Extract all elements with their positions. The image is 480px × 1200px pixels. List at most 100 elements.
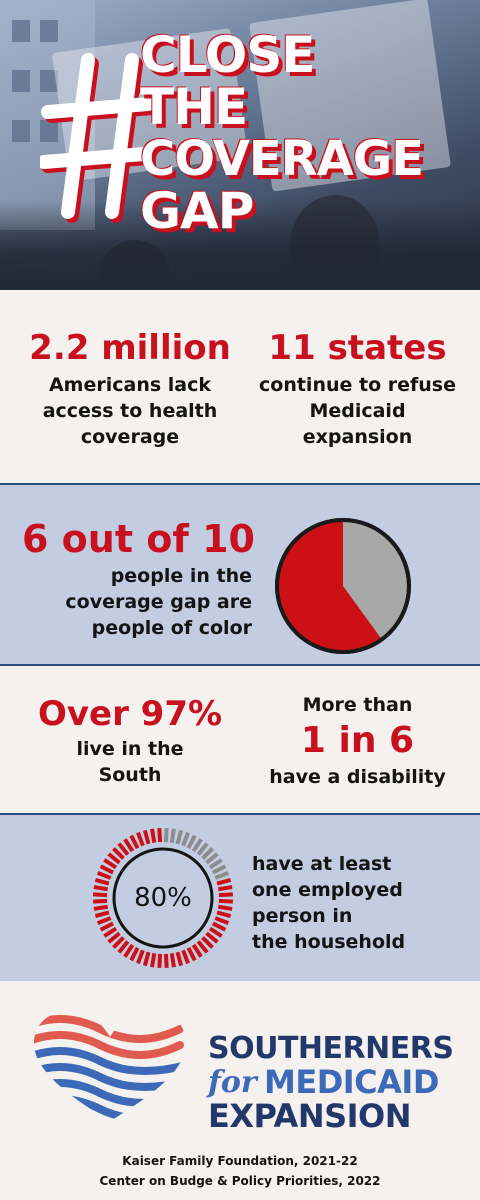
text-line: the household [252, 931, 406, 953]
disability-ratio: 1 in 6 [300, 720, 415, 761]
pie-chart [275, 518, 411, 654]
title-line-3: COVERAGE [140, 131, 424, 187]
stats-section-uninsured: 2.2 million Americans lack access to hea… [0, 290, 480, 483]
text-line: Medicaid [309, 400, 406, 422]
building-window [12, 120, 30, 142]
employment-description: have at least one employed person in the… [252, 851, 472, 955]
gauge-tick [169, 952, 176, 968]
gauge-tick [136, 949, 145, 965]
people-of-color-ratio: 6 out of 10 [22, 517, 255, 561]
gauge-tick [205, 852, 219, 865]
gauge-tick [96, 916, 112, 925]
south-description: live in the South [20, 736, 240, 788]
text-line: continue to refuse [259, 374, 456, 396]
gauge-tick [169, 828, 176, 844]
gauge-tick [175, 951, 184, 967]
gauge-tick [217, 885, 233, 892]
gauge-tick [129, 946, 140, 962]
text-line: South [98, 764, 162, 786]
gauge-tick [92, 898, 108, 904]
gauge-tick [186, 946, 197, 962]
disability-prefix: More than [302, 694, 413, 716]
gauge-tick [157, 953, 163, 969]
gauge-tick [92, 892, 108, 898]
building-window [40, 70, 58, 92]
hero-banner: CLOSE THE COVERAGE GAP [0, 0, 480, 290]
text-line: one employed [252, 879, 403, 901]
gauge-tick [157, 827, 163, 843]
people-of-color-description: people in the coverage gap are people of… [10, 563, 252, 641]
gauge-tick [117, 842, 130, 856]
text-line: person in [252, 905, 353, 927]
hashtag-icon [40, 53, 159, 223]
gauge-tick [208, 926, 223, 938]
gauge-tick [196, 940, 209, 954]
gauge-tick [191, 838, 203, 853]
stats-section-employment: 80% have at least one employed person in… [0, 813, 480, 981]
gauge-tick [191, 943, 203, 958]
gauge-tick [103, 858, 118, 870]
gauge-tick [175, 829, 184, 845]
title-line-2: THE [140, 78, 248, 136]
gauge-tick [214, 916, 230, 925]
text-line: people in the [110, 565, 252, 587]
employment-percentage: 80% [134, 883, 192, 913]
text-line: access to health [42, 400, 218, 422]
text-line: coverage [80, 426, 180, 448]
building-window [40, 20, 58, 42]
logo-heart-icon [34, 1015, 186, 1121]
gauge-tick [205, 931, 219, 944]
gauge-tick [107, 931, 121, 944]
gauge-tick [129, 834, 140, 850]
stats-section-region-disability: Over 97% live in the South More than 1 i… [0, 666, 480, 813]
pie-outline [275, 518, 411, 654]
employment-gauge [92, 827, 234, 969]
uninsured-count: 2.2 million [29, 328, 231, 368]
logo-southerners: SOUTHERNERS [208, 1031, 454, 1066]
gauge-tick [150, 952, 157, 968]
gauge-tick [94, 910, 110, 919]
text-line: people of color [91, 617, 252, 639]
gauge-tick [107, 852, 121, 865]
gauge-tick [93, 904, 109, 911]
gauge-tick [181, 949, 190, 965]
footer-logo-section: SOUTHERNERS for MEDICAID EXPANSION Kaise… [0, 981, 480, 1200]
stats-section-people-of-color: 6 out of 10 people in the coverage gap a… [0, 483, 480, 666]
gauge-tick [181, 831, 190, 847]
gauge-tick [94, 877, 110, 886]
uninsured-description: Americans lack access to health coverage [20, 372, 240, 450]
gauge-tick [218, 898, 234, 904]
crowd-shadow [0, 200, 480, 290]
gauge-tick [214, 871, 230, 880]
gauge-tick [136, 831, 145, 847]
gauge-tick [99, 921, 115, 932]
building-window [40, 120, 58, 142]
gauge-tick [103, 926, 118, 938]
building-window [12, 20, 30, 42]
states-description: continue to refuse Medicaid expansion [250, 372, 465, 450]
gauge-tick [123, 943, 135, 958]
text-line: expansion [302, 426, 413, 448]
south-percentage: Over 97% [37, 694, 223, 734]
title-line-1: CLOSE [140, 26, 315, 84]
text-line: have at least [252, 853, 392, 875]
source-line-2: Center on Budge & Policy Priorities, 202… [99, 1174, 381, 1188]
disability-description: have a disability [269, 766, 446, 788]
gauge-tick [96, 871, 112, 880]
gauge-tick [99, 864, 115, 875]
gauge-tick [201, 847, 214, 860]
logo-for: for [208, 1065, 257, 1100]
gauge-tick [163, 827, 169, 843]
gauge-tick [216, 910, 232, 919]
source-line-1: Kaiser Family Foundation, 2021-22 [122, 1154, 358, 1168]
gauge-tick [218, 892, 234, 898]
building-window [12, 70, 30, 92]
gauge-tick [112, 936, 125, 949]
gauge-tick [196, 842, 209, 856]
states-count: 11 states [268, 328, 447, 368]
gauge-tick [211, 864, 227, 875]
logo-expansion: EXPANSION [208, 1097, 412, 1135]
pie-slice-main [277, 520, 382, 652]
gauge-inner-ring [112, 847, 214, 949]
gauge-tick [112, 847, 125, 860]
